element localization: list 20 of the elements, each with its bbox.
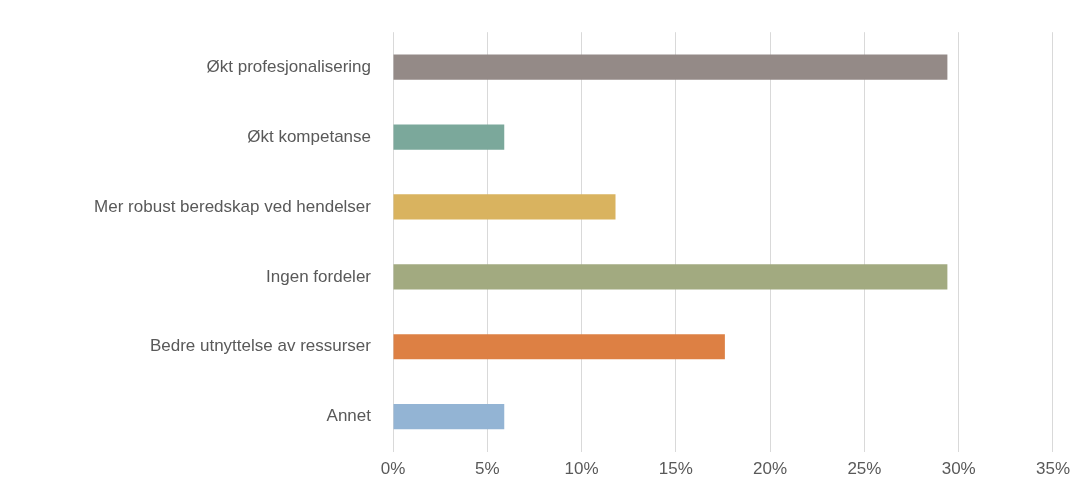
y-tick-label: Ingen fordeler: [266, 266, 372, 286]
x-tick-label: 25%: [847, 459, 882, 479]
y-tick-label: Bedre utnyttelse av ressurser: [149, 336, 372, 356]
y-tick-label: Mer robust beredskap ved hendelser: [94, 196, 372, 216]
y-tick-label: Økt profesjonalisering: [206, 56, 371, 76]
bar: [393, 334, 725, 360]
x-tick-label: 20%: [753, 459, 788, 479]
bar: [393, 404, 505, 430]
x-tick-label: 30%: [941, 459, 976, 479]
bar: [393, 264, 948, 290]
y-tick-label: Annet: [326, 406, 372, 426]
x-tick-label: 15%: [658, 459, 693, 479]
x-tick-label: 35%: [1035, 459, 1070, 479]
bar: [393, 124, 505, 150]
bar: [393, 194, 616, 220]
x-tick-label: 10%: [564, 459, 599, 479]
x-tick-label: 0%: [380, 459, 406, 479]
y-tick-label: Økt kompetanse: [247, 126, 371, 146]
x-tick-label: 5%: [474, 459, 500, 479]
bar: [393, 54, 948, 80]
